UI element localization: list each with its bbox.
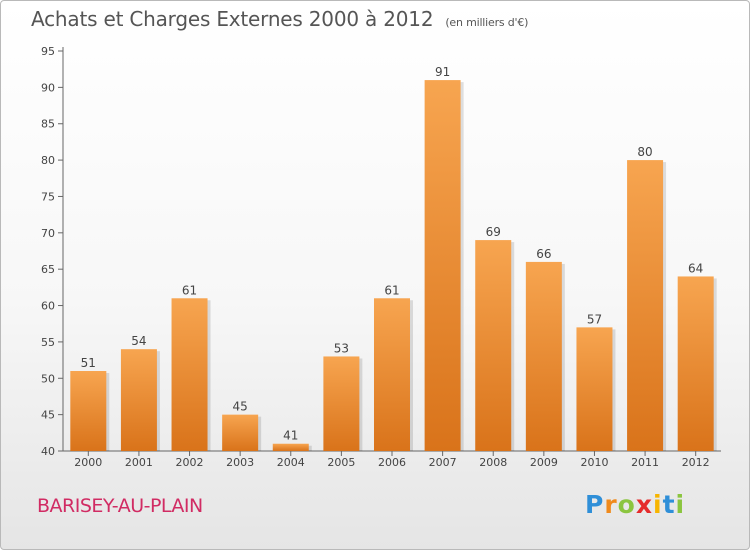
y-tick-label: 80 [41,154,55,167]
y-tick-label: 50 [41,372,55,385]
y-tick-label: 65 [41,263,55,276]
y-tick-label: 95 [41,45,55,58]
value-label: 64 [688,261,703,275]
logo-letter: i [653,490,663,519]
bar [576,327,613,451]
y-tick-label: 85 [41,118,55,131]
y-tick-label: 70 [41,227,55,240]
x-tick-label: 2001 [125,456,153,469]
value-label: 54 [131,334,146,348]
value-label: 66 [536,247,551,261]
value-label: 41 [283,429,298,443]
chart-subtitle: (en milliers d'€) [445,16,529,29]
x-tick-label: 2012 [682,456,710,469]
x-tick-label: 2003 [226,456,254,469]
x-tick-label: 2005 [327,456,355,469]
bar [424,80,461,451]
bar [323,356,360,451]
logo-letter: P [585,490,605,519]
bar [627,160,664,451]
bar [677,276,714,451]
x-tick-label: 2007 [429,456,457,469]
logo-letter: r [604,490,618,519]
logo-letter: x [635,490,653,519]
logo-letter: i [675,490,686,519]
y-tick-label: 40 [41,445,55,458]
value-label: 45 [233,400,248,414]
bar [475,240,512,451]
chart-title: Achats et Charges Externes 2000 à 2012 [31,7,434,31]
bar [222,414,259,451]
bar [374,298,410,451]
y-tick-label: 45 [41,409,55,422]
value-labels: 51 54 61 45 41 53 61 91 69 66 57 80 64 [81,65,704,443]
proxiti-logo: Proxiti [585,490,685,519]
logo-letter: t [662,490,676,519]
x-tick-label: 2011 [631,456,659,469]
value-label: 91 [435,65,450,79]
y-tick-label: 90 [41,81,55,94]
bar [525,261,562,451]
axes: 40 45 50 55 60 65 70 75 80 85 90 95 2000 2001 2002 2003… [41,45,721,469]
bar [120,349,157,451]
bar [171,298,208,451]
x-tick-label: 2002 [176,456,204,469]
y-tick-label: 75 [41,190,55,203]
bar [272,443,309,451]
value-label: 69 [486,225,501,239]
bars [70,80,717,451]
value-label: 80 [637,145,652,159]
x-tick-label: 2010 [580,456,608,469]
value-label: 61 [384,283,399,297]
x-tick-label: 2000 [74,456,102,469]
value-label: 51 [81,356,96,370]
commune-name: BARISEY-AU-PLAIN [37,495,203,517]
value-label: 53 [334,341,349,355]
value-label: 61 [182,283,197,297]
x-tick-label: 2006 [378,456,406,469]
y-tick-label: 55 [41,336,55,349]
x-tick-label: 2004 [277,456,305,469]
y-tick-label: 60 [41,300,55,313]
value-label: 57 [587,312,602,326]
x-tick-label: 2008 [479,456,507,469]
chart-title-block: Achats et Charges Externes 2000 à 2012 (e… [31,7,528,31]
bar [70,371,107,451]
logo-letter: o [617,490,636,519]
x-tick-label: 2009 [530,456,558,469]
